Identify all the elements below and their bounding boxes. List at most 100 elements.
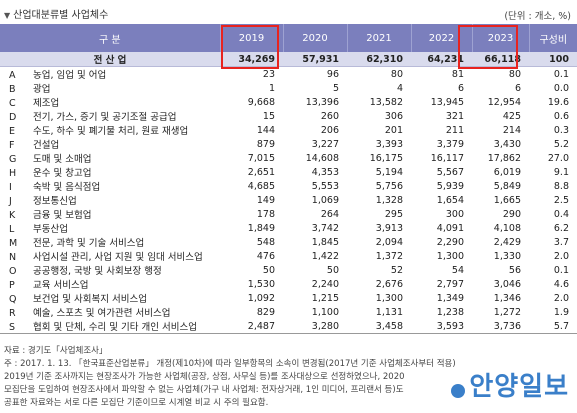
- industry-code: B: [9, 84, 16, 95]
- cell-share: 4.6: [553, 278, 569, 290]
- watermark-dot: [451, 384, 465, 398]
- row-label: B 광업: [0, 81, 220, 95]
- industry-code: S: [9, 322, 16, 333]
- cell-value: 2,094: [375, 236, 403, 248]
- industry-code: H: [9, 168, 17, 179]
- cell-value: 81: [451, 68, 464, 80]
- cell-value: 1: [268, 82, 275, 94]
- header-year: 2020: [283, 24, 348, 52]
- cell-value: 23: [262, 68, 275, 80]
- table-row: P 교육 서비스업 1,530 2,240 2,676 2,797 3,046 4.6: [0, 277, 577, 292]
- table-row: N 사업시설 관리, 사업 지원 및 임대 서비스업 476 1,422 1,372 1,…: [0, 249, 577, 264]
- industry-name: 교육 서비스업: [33, 280, 89, 291]
- industry-code: P: [9, 280, 15, 291]
- cell-value: 62,310: [347, 52, 411, 67]
- row-label: O 공공행정, 국방 및 사회보장 행정: [0, 263, 220, 277]
- cell-value: 3,736: [472, 319, 529, 334]
- table-row: R 예술, 스포츠 및 여가관련 서비스업 829 1,100 1,131 1,238 1,…: [0, 305, 577, 320]
- cell-value: 3,913: [375, 222, 403, 234]
- table-row: D 전기, 가스, 증기 및 공기조절 공급업 15 260 306 321 425 0.6: [0, 109, 577, 124]
- cell-value: 5,567: [436, 166, 464, 178]
- table-row: I 숙박 및 음식점업 4,685 5,553 5,756 5,939 5,849 8.8: [0, 179, 577, 194]
- note-line: 모집단을 도입하여 현장조사에서 파악할 수 없는 사업체(가구 내 사업체: …: [4, 385, 404, 395]
- cell-value: 2,797: [436, 278, 464, 290]
- cell-share: 2.5: [553, 194, 569, 206]
- cell-share: 1.9: [553, 306, 569, 318]
- cell-value: 5,194: [375, 166, 403, 178]
- cell-value: 3,430: [493, 138, 521, 150]
- cell-value: 14,608: [305, 152, 339, 164]
- cell-value: 66,118: [472, 52, 529, 67]
- industry-code: E: [9, 126, 16, 137]
- cell-value: 12,954: [487, 96, 521, 108]
- industry-code: Q: [9, 294, 17, 305]
- cell-value: 206: [320, 124, 339, 136]
- cell-value: 50: [326, 264, 339, 276]
- cell-value: 5,553: [311, 180, 339, 192]
- cell-value: 879: [256, 138, 275, 150]
- cell-value: 1,328: [375, 194, 403, 206]
- cell-value: 300: [445, 208, 464, 220]
- cell-value: 6: [514, 82, 521, 94]
- row-label: E 수도, 하수 및 폐기물 처리, 원료 재생업: [0, 123, 220, 137]
- table-row: S 협회 및 단체, 수리 및 기타 개인 서비스업 2,487 3,280 3,458…: [0, 319, 577, 334]
- total-row: 전 산 업 34,269 57,931 62,310 64,231 66,118 100: [0, 52, 577, 67]
- table-row: G 도매 및 소매업 7,015 14,608 16,175 16,117 17,862 27…: [0, 151, 577, 166]
- cell-value: 4,091: [436, 222, 464, 234]
- table-row: C 제조업 9,668 13,396 13,582 13,945 12,954 19.6: [0, 95, 577, 110]
- cell-value: 15: [262, 110, 275, 122]
- cell-value: 1,215: [311, 292, 339, 304]
- cell-value: 4: [396, 82, 403, 94]
- cell-value: 4,685: [247, 180, 275, 192]
- industry-code: A: [9, 70, 16, 81]
- industry-name: 운수 및 창고업: [33, 168, 92, 179]
- row-label: 전 산 업: [0, 52, 220, 67]
- table-row: M 전문, 과학 및 기술 서비스업 548 1,845 2,094 2,290 2,429…: [0, 235, 577, 250]
- industry-name: 수도, 하수 및 폐기물 처리, 원료 재생업: [33, 126, 189, 137]
- cell-value: 1,349: [436, 292, 464, 304]
- business-count-table: 구 분 2019 2020 2021 2022 2023 구성비 전 산 업 34…: [0, 24, 577, 334]
- cell-value: 1,069: [311, 194, 339, 206]
- cell-value: 1,131: [375, 306, 403, 318]
- row-label: R 예술, 스포츠 및 여가관련 서비스업: [0, 305, 220, 319]
- cell-value: 264: [320, 208, 339, 220]
- row-label: S 협회 및 단체, 수리 및 기타 개인 서비스업: [0, 319, 220, 334]
- header-year: 2023: [472, 24, 530, 52]
- industry-name: 사업시설 관리, 사업 지원 및 임대 서비스업: [33, 252, 203, 263]
- cell-value: 149: [256, 194, 275, 206]
- cell-value: 16,117: [430, 152, 464, 164]
- row-label: J 정보통신업: [0, 193, 220, 207]
- cell-value: 34,269: [220, 52, 283, 67]
- watermark-logo: 안양일보: [469, 372, 569, 402]
- table-row: Q 보건업 및 사회복지 서비스업 1,092 1,215 1,300 1,349 1,34…: [0, 291, 577, 306]
- industry-code: C: [9, 98, 16, 109]
- cell-share: 6.2: [553, 222, 569, 234]
- cell-share: 27.0: [547, 152, 569, 164]
- cell-value: 3,280: [283, 319, 347, 334]
- row-label: Q 보건업 및 사회복지 서비스업: [0, 291, 220, 305]
- row-label: M 전문, 과학 및 기술 서비스업: [0, 235, 220, 249]
- industry-name: 숙박 및 음식점업: [33, 182, 101, 193]
- row-label: P 교육 서비스업: [0, 277, 220, 291]
- industry-name: 광업: [33, 84, 51, 95]
- cell-value: 5,756: [375, 180, 403, 192]
- cell-value: 13,582: [369, 96, 403, 108]
- cell-value: 178: [256, 208, 275, 220]
- cell-share: 2.0: [553, 292, 569, 304]
- cell-value: 2,240: [311, 278, 339, 290]
- industry-name: 농업, 임업 및 어업: [33, 70, 107, 81]
- header-year: 2019: [220, 24, 284, 52]
- cell-value: 4,108: [493, 222, 521, 234]
- industry-code: D: [9, 112, 17, 123]
- table-row: H 운수 및 창고업 2,651 4,353 5,194 5,567 6,019 9.1: [0, 165, 577, 180]
- industry-name: 보건업 및 사회복지 서비스업: [33, 294, 147, 305]
- table-row: K 금융 및 보험업 178 264 295 300 290 0.4: [0, 207, 577, 222]
- cell-share: 8.8: [553, 180, 569, 192]
- table-row: J 정보통신업 149 1,069 1,328 1,654 1,665 2.5: [0, 193, 577, 208]
- cell-value: 425: [502, 110, 521, 122]
- cell-value: 4,353: [311, 166, 339, 178]
- cell-value: 3,393: [375, 138, 403, 150]
- header-share: 구성비: [529, 24, 577, 52]
- cell-value: 96: [326, 68, 339, 80]
- cell-value: 1,422: [311, 250, 339, 262]
